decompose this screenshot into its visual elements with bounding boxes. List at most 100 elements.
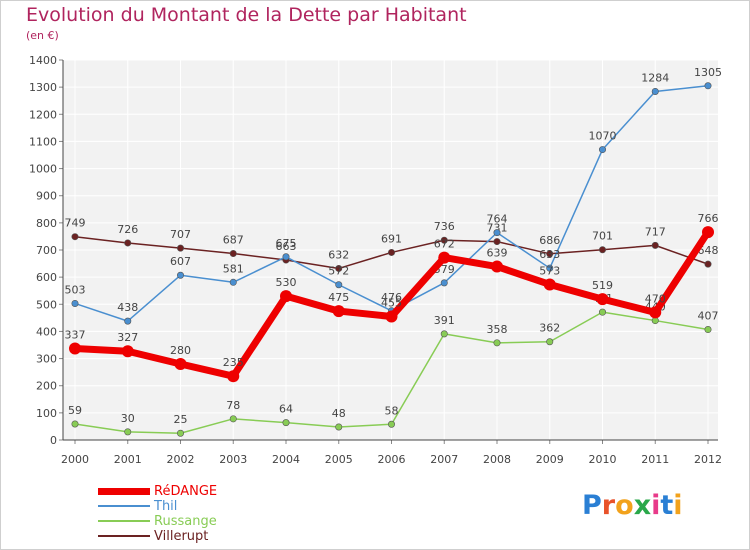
point-thil-2009 [546,264,554,272]
data-label-thil-2004: 675 [276,237,297,250]
data-label-villerupt-2009: 686 [539,234,560,247]
point-redange-2001 [121,345,134,358]
legend-swatch-redange [98,488,150,495]
ytick-label-600: 600 [36,271,57,284]
data-label-thil-2011: 1284 [641,71,669,84]
ytick-label-200: 200 [36,380,57,393]
ytick-label-1400: 1400 [29,54,57,67]
data-label-villerupt-2004: 663 [276,240,297,253]
legend: RéDANGE Thil Russange Villerupt [98,484,298,544]
chart-title: Evolution du Montant de la Dette par Hab… [26,4,467,26]
point-villerupt-2005 [335,264,343,272]
point-thil-2007 [440,279,448,287]
data-label-redange-2002: 280 [170,344,191,357]
point-villerupt-2010 [598,246,606,254]
xtick-label-2007: 2007 [430,453,458,466]
data-label-villerupt-2005: 632 [328,248,349,261]
logo-letter-1: r [601,490,616,521]
point-villerupt-2007 [440,236,448,244]
data-label-redange-2004: 530 [276,276,297,289]
xtick-label-2006: 2006 [378,453,406,466]
point-russange-2010 [598,308,606,316]
legend-item-thil: Thil [98,499,298,514]
data-label-villerupt-2002: 707 [170,228,191,241]
data-label-russange-2002: 25 [174,413,188,426]
legend-label-thil: Thil [154,499,178,514]
xtick-label-2002: 2002 [167,453,195,466]
data-label-villerupt-2011: 717 [645,225,666,238]
point-villerupt-2012 [704,260,712,268]
ytick-label-100: 100 [36,407,57,420]
data-label-redange-2012: 766 [698,212,719,225]
point-russange-2008 [493,339,501,347]
point-redange-2002 [174,358,187,370]
ytick-label-1000: 1000 [29,163,57,176]
legend-item-redange: RéDANGE [98,484,298,499]
point-redange-2009 [543,278,556,291]
point-russange-2007 [440,330,448,338]
data-label-thil-2012: 1305 [694,66,722,79]
data-label-redange-2010: 519 [592,279,613,292]
point-thil-2011 [651,87,659,95]
data-label-russange-2003: 78 [226,399,240,412]
data-label-thil-2002: 607 [170,255,191,268]
point-redange-2008 [491,260,503,273]
point-thil-2005 [335,281,343,289]
proxiti-logo: Proxiti [582,490,683,521]
point-villerupt-2002 [177,244,185,252]
data-label-redange-2011: 470 [645,292,666,305]
point-villerupt-2006 [387,248,395,256]
point-thil-2008 [493,229,501,237]
point-russange-2005 [335,423,343,431]
logo-letter-0: P [582,490,602,521]
point-redange-2007 [438,251,451,264]
data-label-redange-2006: 455 [381,297,402,310]
point-thil-2012 [704,82,712,90]
point-redange-2005 [332,305,345,318]
point-thil-2004 [282,253,290,261]
logo-letter-4: i [651,490,661,521]
ytick-label-900: 900 [36,190,57,203]
ytick-label-500: 500 [36,298,57,311]
point-redange-2010 [596,293,609,306]
data-label-thil-2006: 476 [381,291,402,304]
data-label-thil-2000: 503 [65,283,86,296]
ytick-label-800: 800 [36,217,57,230]
xtick-label-2008: 2008 [483,453,511,466]
data-label-redange-2007: 672 [434,238,455,251]
chart-subtitle: (en €) [26,29,59,42]
point-russange-2002 [177,429,185,437]
data-label-villerupt-2001: 726 [117,223,138,236]
data-label-villerupt-2008: 731 [487,222,508,235]
xtick-label-2009: 2009 [536,453,564,466]
legend-swatch-russange [98,520,150,522]
data-label-russange-2005: 48 [332,407,346,420]
point-thil-2000 [71,299,79,307]
legend-label-redange: RéDANGE [154,484,218,499]
legend-item-russange: Russange [98,514,298,529]
data-label-redange-2009: 573 [539,264,560,277]
point-villerupt-2003 [229,250,237,258]
legend-swatch-thil [98,505,150,507]
point-thil-2003 [229,278,237,286]
point-thil-2010 [598,146,606,154]
legend-item-villerupt: Villerupt [98,529,298,544]
ytick-label-1300: 1300 [29,81,57,94]
legend-label-villerupt: Villerupt [154,529,209,544]
legend-label-russange: Russange [154,514,217,529]
xtick-label-2011: 2011 [641,453,669,466]
point-villerupt-2008 [493,238,501,246]
point-villerupt-2011 [651,241,659,249]
point-russange-2000 [71,420,79,428]
data-label-thil-2003: 581 [223,262,244,275]
ytick-label-1200: 1200 [29,108,57,121]
xtick-label-2012: 2012 [694,453,722,466]
xtick-label-2004: 2004 [272,453,300,466]
ytick-label-0: 0 [50,434,57,447]
data-label-redange-2008: 639 [487,247,508,260]
point-villerupt-2001 [124,239,132,247]
ytick-label-1100: 1100 [29,135,57,148]
logo-letter-3: x [633,490,652,521]
point-redange-2012 [702,226,714,239]
ytick-label-700: 700 [36,244,57,257]
